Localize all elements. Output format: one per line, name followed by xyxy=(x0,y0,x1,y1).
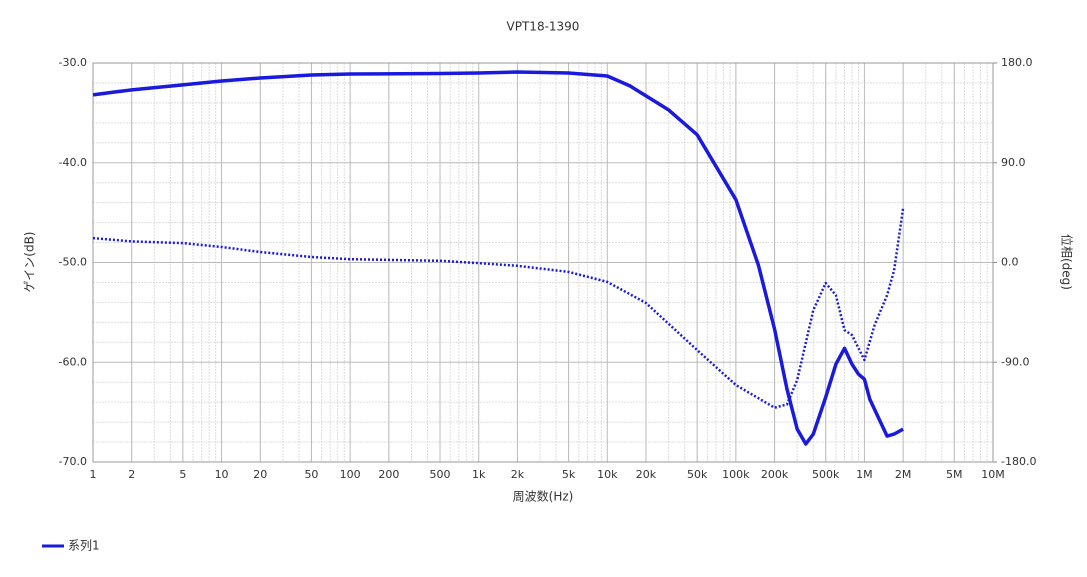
x-tick-label: 5M xyxy=(946,468,963,481)
y-tick-label: -50.0 xyxy=(59,256,87,269)
x-tick-label: 100 xyxy=(340,468,361,481)
x-tick-label: 200k xyxy=(761,468,789,481)
x-tick-label: 500 xyxy=(430,468,451,481)
x-tick-label: 2k xyxy=(511,468,525,481)
y-tick-label: -30.0 xyxy=(59,56,87,69)
y-tick-label: -60.0 xyxy=(59,355,87,368)
y2-tick-label: 180.0 xyxy=(1001,56,1033,69)
x-tick-label: 100k xyxy=(722,468,750,481)
x-tick-label: 10M xyxy=(981,468,1005,481)
y-tick-label: -70.0 xyxy=(59,455,87,468)
x-tick-label: 5k xyxy=(562,468,576,481)
y-tick-label: -40.0 xyxy=(59,156,87,169)
x-tick-label: 2 xyxy=(128,468,135,481)
x-tick-label: 10 xyxy=(215,468,229,481)
y2-tick-label: 90.0 xyxy=(1001,156,1026,169)
series-line xyxy=(92,70,904,446)
x-tick-label: 20k xyxy=(636,468,657,481)
x-tick-label: 1 xyxy=(90,468,97,481)
legend-label: 系列1 xyxy=(68,539,100,553)
y2-tick-label: -90.0 xyxy=(1001,355,1029,368)
x-tick-label: 200 xyxy=(378,468,399,481)
chart-title: VPT18-1390 xyxy=(507,20,580,34)
x-axis-title: 周波数(Hz) xyxy=(513,489,574,504)
x-tick-label: 1k xyxy=(472,468,486,481)
y2-tick-label: 0.0 xyxy=(1001,256,1019,269)
x-tick-label: 1M xyxy=(856,468,873,481)
y-axis-title: ゲイン(dB) xyxy=(23,232,37,293)
x-tick-label: 2M xyxy=(895,468,912,481)
plot-frame xyxy=(92,62,994,463)
x-tick-label: 50k xyxy=(687,468,708,481)
x-tick-label: 10k xyxy=(597,468,618,481)
x-tick-label: 20 xyxy=(253,468,267,481)
y2-tick-label: -180.0 xyxy=(1001,455,1036,468)
x-tick-label: 5 xyxy=(179,468,186,481)
y2-axis-title: 位相(deg) xyxy=(1060,234,1075,290)
x-tick-label: 50 xyxy=(304,468,318,481)
x-tick-label: 500k xyxy=(812,468,840,481)
series-line xyxy=(92,208,905,409)
